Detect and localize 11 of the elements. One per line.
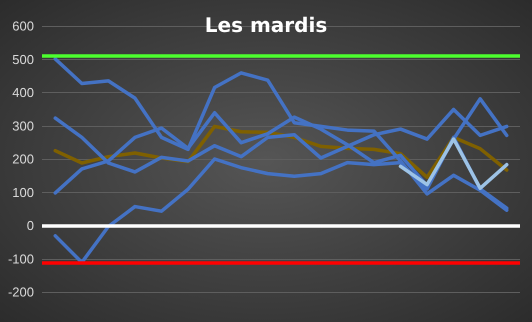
chart-title: Les mardis: [204, 13, 328, 37]
y-tick-label: 500: [12, 52, 34, 67]
y-tick-label: 600: [12, 18, 34, 34]
y-tick-label: -200: [8, 284, 34, 300]
y-tick-label: 200: [12, 152, 34, 166]
y-tick-label: 400: [12, 85, 34, 100]
y-tick-label: 0: [26, 218, 34, 233]
y-tick-label: 100: [12, 184, 34, 200]
line-series: [398, 137, 508, 190]
y-tick-label: 300: [12, 118, 34, 134]
y-tick-label: -100: [8, 251, 34, 266]
